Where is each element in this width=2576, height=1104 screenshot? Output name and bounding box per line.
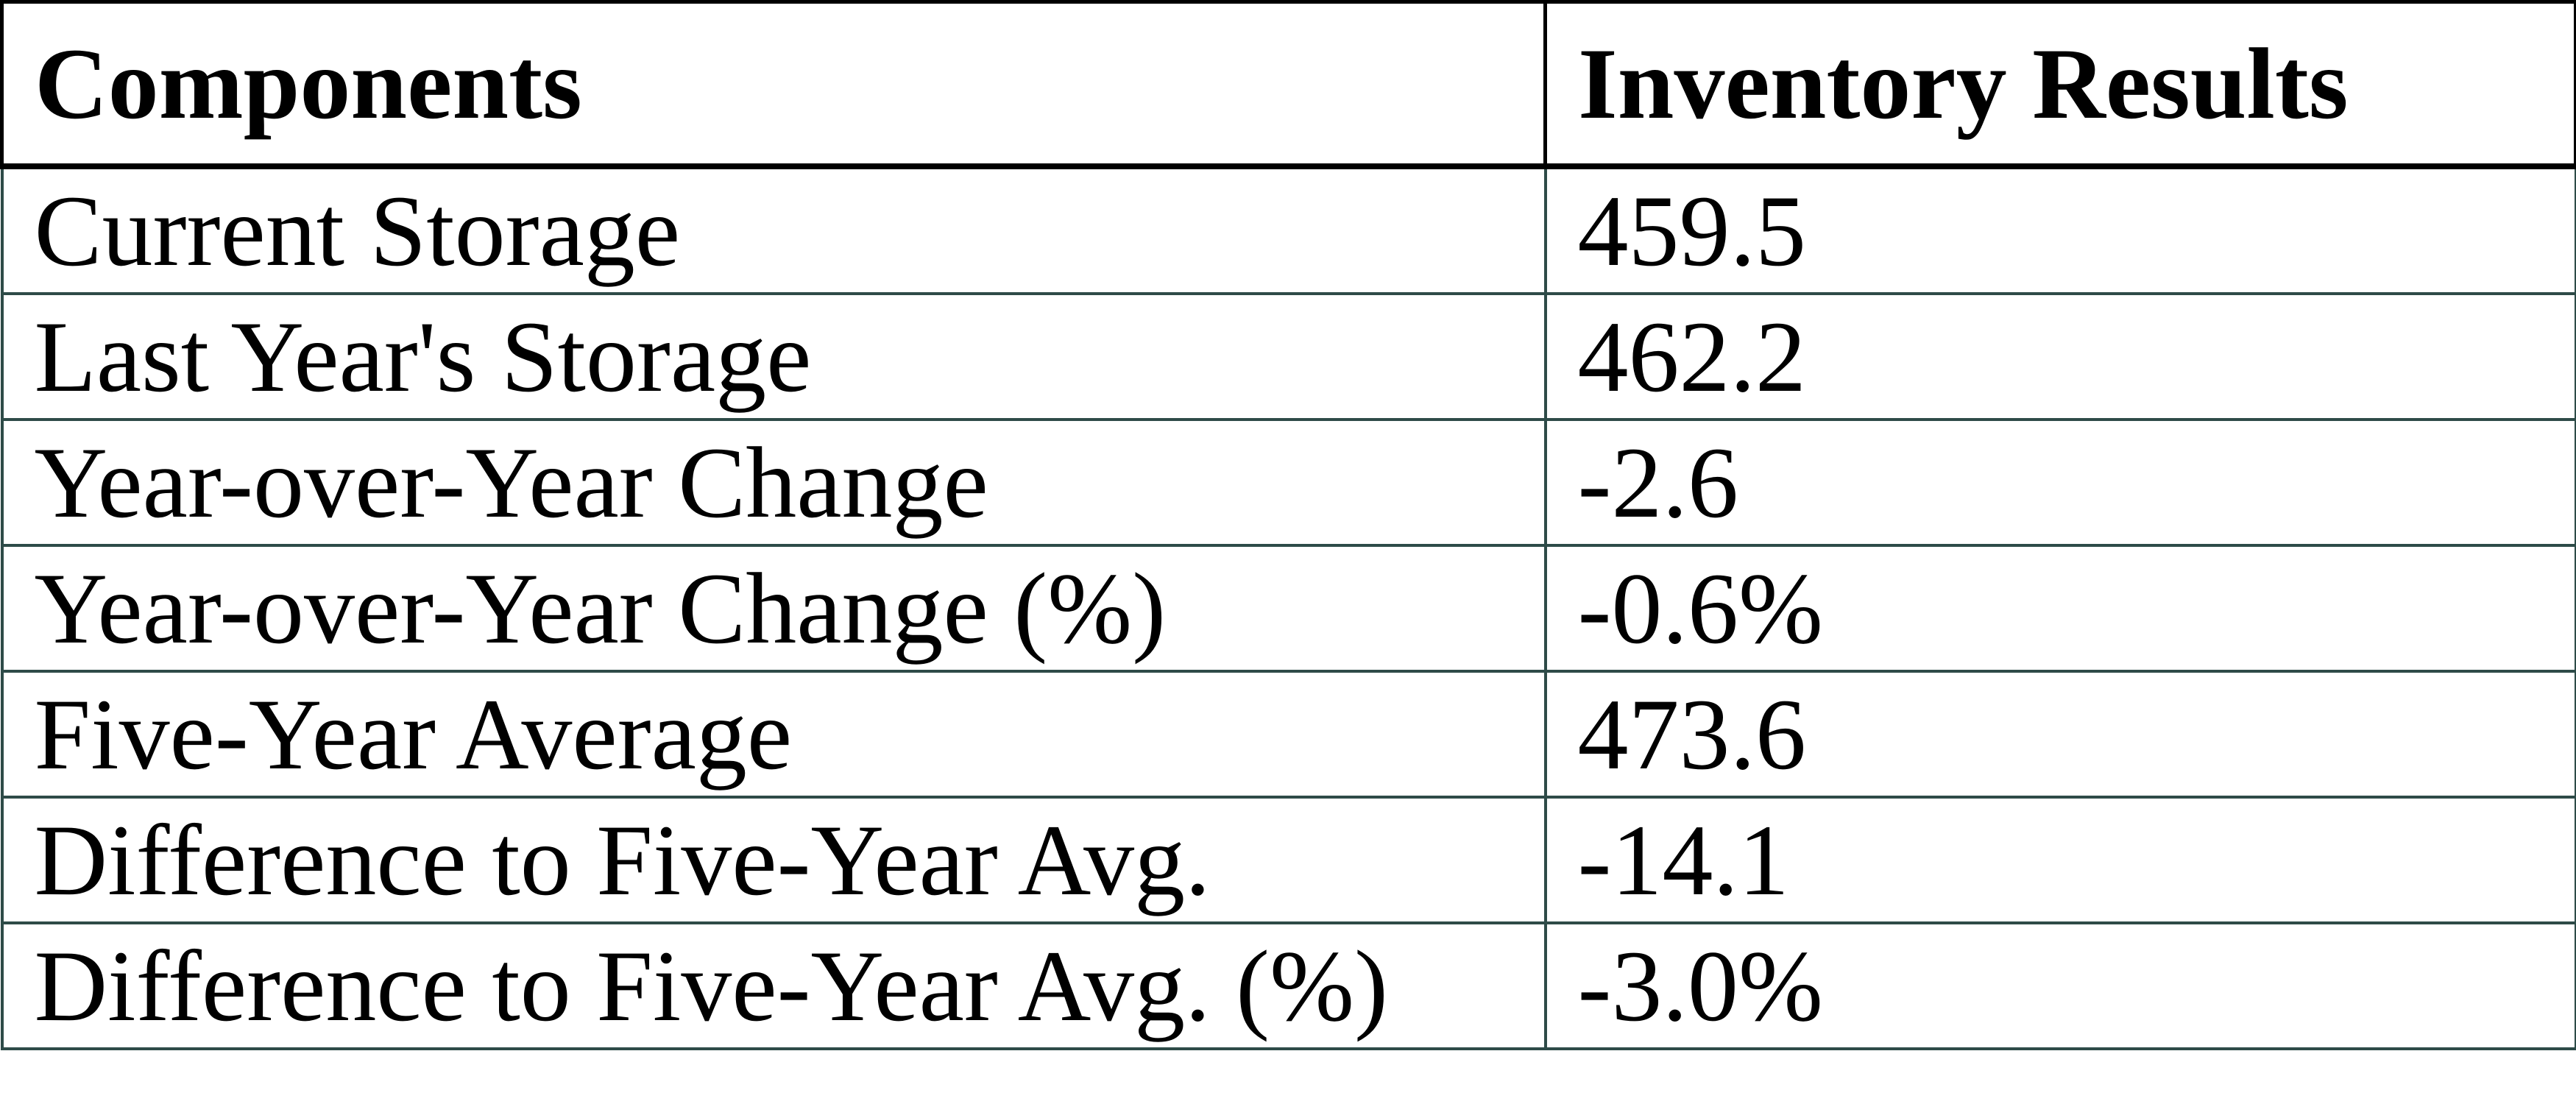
header-row: Components Inventory Results	[0, 0, 2576, 169]
col-header-components: Components	[0, 0, 1547, 169]
table-row-last-years-storage: Last Year's Storage 462.2	[0, 292, 2576, 421]
table-row-yoy-change: Year-over-Year Change -2.6	[0, 418, 2576, 547]
row-value: -0.6%	[1543, 544, 2576, 673]
row-label: Year-over-Year Change	[0, 418, 1547, 547]
table-row-yoy-change-pct: Year-over-Year Change (%) -0.6%	[0, 544, 2576, 673]
row-value: 473.6	[1543, 670, 2576, 799]
row-label: Difference to Five-Year Avg.	[0, 796, 1547, 924]
row-label: Last Year's Storage	[0, 292, 1547, 421]
row-value: 459.5	[1543, 165, 2576, 295]
row-label: Current Storage	[0, 165, 1547, 295]
row-label: Five-Year Average	[0, 670, 1547, 799]
col-header-inventory-results: Inventory Results	[1543, 0, 2576, 169]
row-value: 462.2	[1543, 292, 2576, 421]
table-row-five-year-average: Five-Year Average 473.6	[0, 670, 2576, 799]
row-value: -3.0%	[1543, 921, 2576, 1050]
inventory-results-table: Components Inventory Results Current Sto…	[0, 0, 2576, 1050]
table-row-current-storage: Current Storage 459.5	[0, 165, 2576, 295]
row-label: Difference to Five-Year Avg. (%)	[0, 921, 1547, 1050]
row-value: -2.6	[1543, 418, 2576, 547]
table-row-diff-five-year-avg-pct: Difference to Five-Year Avg. (%) -3.0%	[0, 921, 2576, 1050]
row-label: Year-over-Year Change (%)	[0, 544, 1547, 673]
row-value: -14.1	[1543, 796, 2576, 924]
table-row-diff-five-year-avg: Difference to Five-Year Avg. -14.1	[0, 796, 2576, 924]
